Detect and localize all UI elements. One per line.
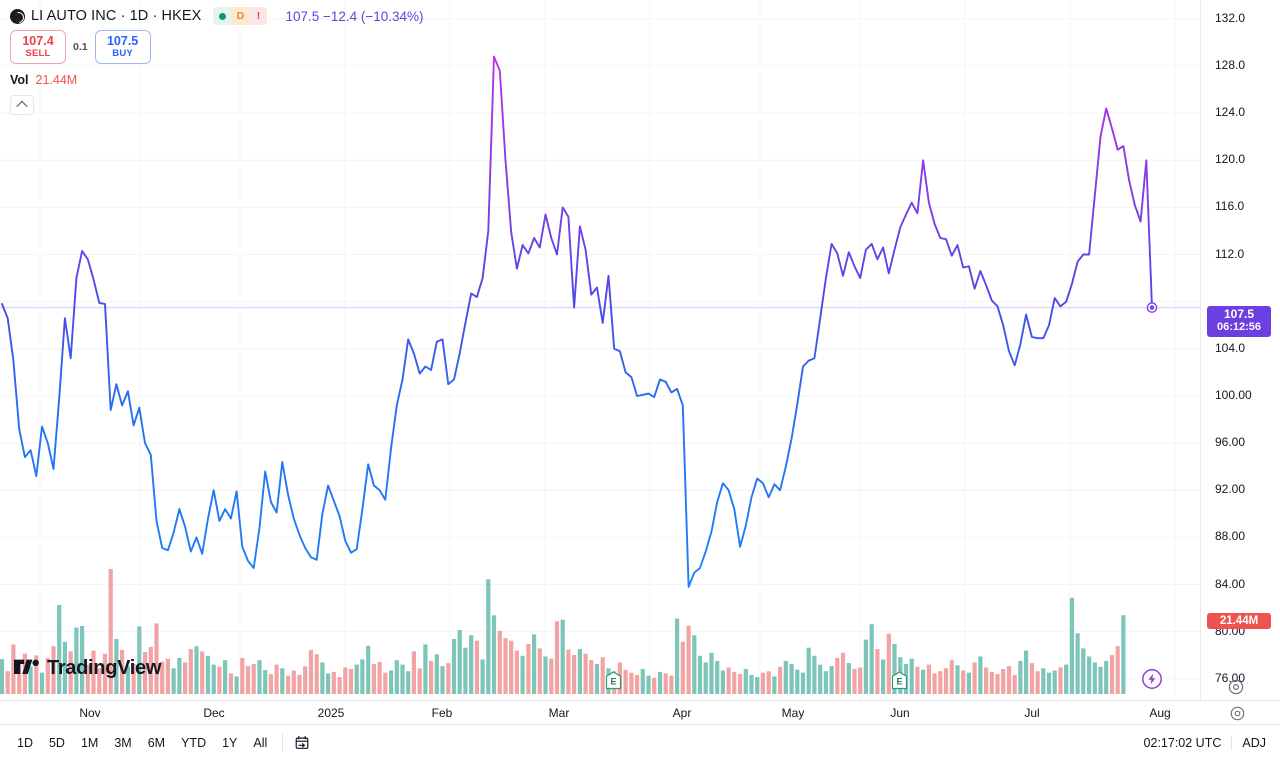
price-tick: 120.0	[1215, 152, 1246, 167]
price-tick: 112.0	[1215, 246, 1245, 261]
price-axis[interactable]: 132.0 128.0 124.0 120.0 116.0 112.0 104.0 100.0…	[1200, 0, 1280, 700]
time-tick: Mar	[548, 706, 570, 720]
price-tick: 88.00	[1215, 529, 1246, 544]
horizontal-gridlines	[0, 18, 1200, 680]
price-tick: 92.00	[1215, 482, 1246, 497]
calendar-range-icon	[295, 736, 309, 749]
time-tick: Apr	[672, 706, 692, 720]
toolbar-right: 02:17:02 UTC ADJ	[1134, 736, 1270, 750]
earnings-marker[interactable]: E	[605, 671, 622, 690]
earnings-marker[interactable]: E	[891, 671, 908, 690]
chart-plot-area[interactable]: TradingView E E	[0, 0, 1200, 700]
price-tick: 128.0	[1215, 57, 1246, 72]
watermark-text: TradingView	[47, 657, 162, 679]
time-tick: Dec	[203, 706, 225, 720]
time-axis[interactable]: Nov Dec 2025 Feb Mar Apr May Jun Jul Aug	[0, 700, 1280, 725]
time-tick: Jul	[1024, 706, 1040, 720]
range-button-6m[interactable]: 6M	[147, 736, 166, 750]
price-tick: 104.0	[1215, 340, 1246, 355]
buy-label: BUY	[112, 47, 133, 59]
buy-sell-row: 107.4 SELL 0.1 107.5 BUY	[10, 30, 151, 64]
price-tick: 100.00	[1215, 387, 1252, 402]
range-selector: 1D 5D 1M 3M 6M YTD 1Y All	[10, 732, 274, 754]
price-tick: 124.0	[1215, 105, 1246, 120]
time-tick: May	[781, 706, 805, 720]
sell-button[interactable]: 107.4 SELL	[10, 30, 66, 64]
svg-text:E: E	[896, 676, 902, 686]
range-button-1m[interactable]: 1M	[80, 736, 99, 750]
collapse-pane-button[interactable]	[10, 95, 34, 115]
time-axis-settings-icon[interactable]	[1229, 705, 1246, 722]
chevron-up-icon	[16, 100, 28, 113]
range-button-ytd[interactable]: YTD	[181, 736, 207, 750]
adjust-data-button[interactable]: ADJ	[1231, 736, 1270, 750]
tradingview-logo-icon	[14, 659, 39, 674]
calendar-range-button[interactable]	[291, 732, 313, 754]
vertical-gridlines	[39, 0, 1176, 700]
chart-canvas	[0, 0, 1200, 700]
sell-label: SELL	[25, 47, 51, 59]
current-price-dot	[1146, 302, 1158, 313]
price-tick: 132.0	[1215, 10, 1246, 25]
tradingview-watermark: TradingView	[14, 657, 161, 680]
bottom-toolbar: 1D 5D 1M 3M 6M YTD 1Y All 02:17:02 UTC ADJ	[0, 725, 1280, 761]
volume-badge: 21.44M	[1207, 613, 1271, 629]
spread-value: 0.1	[73, 41, 88, 53]
range-button-all[interactable]: All	[253, 736, 268, 750]
sell-price: 107.4	[22, 34, 54, 49]
time-tick: Nov	[79, 706, 101, 720]
time-tick: Aug	[1149, 706, 1171, 720]
price-tick: 96.00	[1215, 435, 1246, 450]
range-button-3m[interactable]: 3M	[114, 736, 132, 750]
volume-bars	[0, 569, 1126, 694]
time-tick: Jun	[890, 706, 910, 720]
lightning-bolt-icon[interactable]	[1141, 668, 1163, 690]
current-price-value: 107.5	[1223, 307, 1255, 321]
price-tick: 116.0	[1215, 199, 1245, 214]
range-button-1y[interactable]: 1Y	[222, 736, 238, 750]
toolbar-divider	[282, 734, 284, 752]
range-button-5d[interactable]: 5D	[48, 736, 65, 750]
time-tick: Feb	[431, 706, 453, 720]
clock-utc: 02:17:02 UTC	[1143, 736, 1222, 750]
time-tick: 2025	[317, 706, 345, 720]
price-tick: 84.00	[1215, 576, 1246, 591]
price-line-series	[1, 55, 1153, 588]
price-tick: 76.00	[1215, 670, 1246, 685]
buy-price: 107.5	[106, 34, 139, 49]
svg-text:E: E	[610, 676, 616, 686]
buy-button[interactable]: 107.5 BUY	[94, 30, 151, 64]
range-button-1d[interactable]: 1D	[17, 736, 33, 750]
current-price-time: 06:12:56	[1216, 321, 1262, 334]
price-axis-settings-icon[interactable]	[1227, 678, 1245, 696]
current-price-badge: 107.5 06:12:56	[1207, 306, 1271, 337]
